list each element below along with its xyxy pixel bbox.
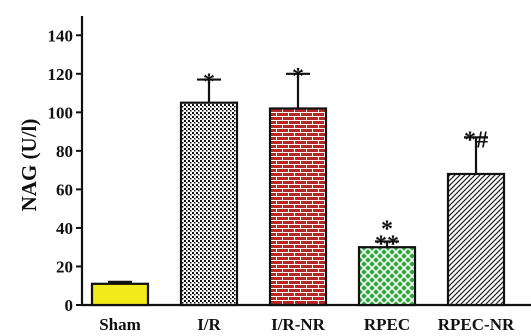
bar bbox=[179, 101, 239, 307]
y-tick-label: 60 bbox=[56, 180, 73, 199]
category-label: I/R bbox=[197, 315, 221, 334]
y-tick-label: 40 bbox=[56, 219, 73, 238]
bar bbox=[446, 172, 506, 307]
y-tick-label: 100 bbox=[48, 103, 74, 122]
bar bbox=[90, 282, 150, 307]
category-label: I/R-NR bbox=[271, 315, 326, 334]
category-label: Sham bbox=[99, 315, 141, 334]
bars bbox=[90, 72, 506, 307]
annotations: * *****# bbox=[203, 64, 488, 258]
significance-marker: * bbox=[203, 70, 215, 96]
axes: 0 20 40 60 80 100 120 140 Sham I/R I/R-NR RPEC RPEC-… bbox=[48, 16, 531, 334]
category-label: RPEC bbox=[364, 315, 410, 334]
bar bbox=[268, 107, 328, 307]
significance-marker: * bbox=[292, 64, 304, 90]
significance-marker: * bbox=[381, 216, 393, 242]
y-tick-label: 0 bbox=[65, 296, 74, 315]
y-tick-label: 140 bbox=[48, 26, 74, 45]
y-axis-label: NAG (U/l) bbox=[17, 119, 41, 212]
y-tick-label: 120 bbox=[48, 65, 74, 84]
significance-marker: ** bbox=[375, 231, 399, 257]
bar bbox=[357, 246, 417, 307]
significance-marker: *# bbox=[464, 127, 488, 153]
y-tick-label: 20 bbox=[56, 257, 73, 276]
category-label: RPEC-NR bbox=[438, 315, 515, 334]
y-tick-label: 80 bbox=[56, 142, 73, 161]
